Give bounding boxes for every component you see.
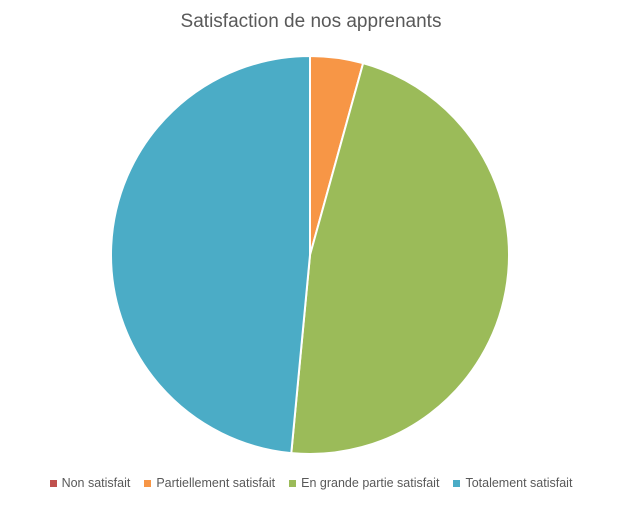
legend-label: Totalement satisfait [465,476,573,490]
legend-swatch [289,479,297,487]
legend-label: En grande partie satisfait [301,476,440,490]
legend-item-totalement-satisfait: Totalement satisfait [453,476,572,490]
legend-swatch [144,479,152,487]
slice-totalement-satisfait [110,54,311,455]
legend-item-partiellement-satisfait: Partiellement satisfait [144,476,275,490]
slice-en-grande-partie-satisfait [290,61,510,455]
chart-title: Satisfaction de nos apprenants [180,11,442,32]
legend-item-en-grande-partie-satisfait: En grande partie satisfait [289,476,439,490]
legend-swatch [49,479,57,487]
legend-swatch [453,479,461,487]
legend: Non satisfait Partiellement satisfait En… [0,476,622,490]
pie-chart [110,54,510,455]
pie-slices [110,54,510,455]
legend-label: Non satisfait [61,476,131,490]
legend-label: Partiellement satisfait [156,476,276,490]
legend-item-non-satisfait: Non satisfait [49,476,131,490]
